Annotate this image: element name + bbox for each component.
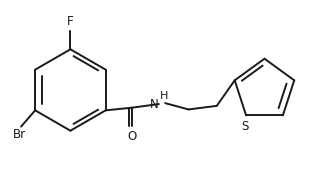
Text: S: S bbox=[241, 120, 248, 133]
Text: Br: Br bbox=[13, 128, 26, 141]
Text: N: N bbox=[150, 98, 159, 111]
Text: O: O bbox=[128, 130, 137, 143]
Text: F: F bbox=[67, 15, 74, 28]
Text: H: H bbox=[160, 91, 168, 101]
